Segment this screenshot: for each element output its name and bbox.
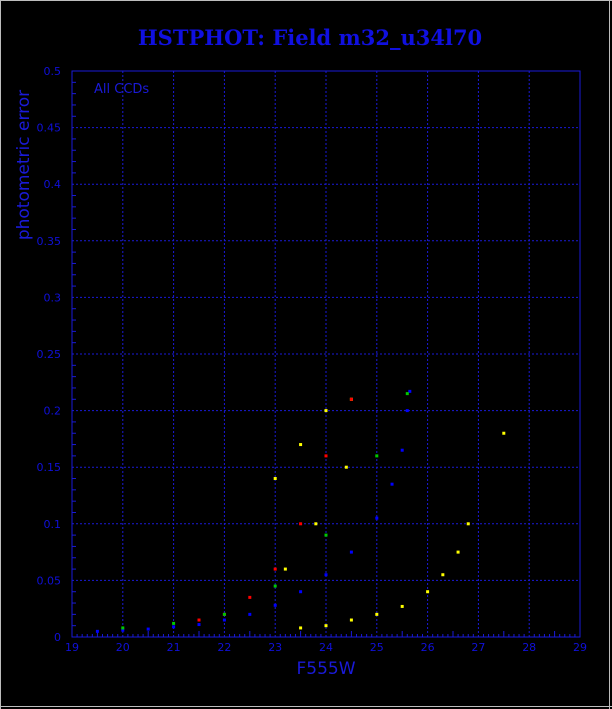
- data-point: [146, 627, 150, 631]
- data-point: [405, 409, 409, 413]
- x-tick-label: 25: [370, 641, 384, 654]
- data-point: [375, 454, 379, 458]
- y-tick-label: 0.5: [44, 65, 62, 78]
- data-point: [426, 590, 430, 594]
- y-tick-label: 0.35: [37, 235, 62, 248]
- grid: [71, 70, 581, 638]
- x-tick-label: 22: [217, 641, 231, 654]
- annotation-all-ccds: All CCDs: [94, 82, 149, 97]
- data-point: [324, 454, 328, 458]
- data-point: [466, 522, 470, 526]
- data-point: [441, 573, 445, 577]
- data-points: [95, 389, 506, 633]
- data-point: [400, 448, 404, 452]
- series: [95, 389, 412, 633]
- window-right-border: [609, 0, 610, 709]
- x-axis-label: F555W: [296, 659, 355, 679]
- data-point: [222, 612, 226, 616]
- y-tick-labels: 0 0.05 0.1 0.15 0.2 0.25 0.3 0.35 0.4 0.45 0.5: [37, 65, 62, 644]
- data-point: [299, 443, 303, 447]
- data-point: [375, 612, 379, 616]
- data-point: [408, 389, 412, 393]
- window-top-border: [0, 0, 612, 1]
- x-tick-label: 29: [573, 641, 587, 654]
- data-point: [248, 595, 252, 599]
- data-point: [273, 584, 277, 588]
- data-point: [197, 618, 201, 622]
- data-point: [172, 625, 176, 629]
- data-point: [400, 604, 404, 608]
- x-tick-label: 23: [268, 641, 282, 654]
- y-axis-label: photometric error: [14, 90, 34, 240]
- data-point: [349, 550, 353, 554]
- x-tick-label: 20: [116, 641, 130, 654]
- x-tick-label: 21: [167, 641, 181, 654]
- y-tick-label: 0.15: [37, 461, 62, 474]
- window-bottom-border: [0, 706, 612, 707]
- data-point: [375, 516, 379, 520]
- y-tick-label: 0.05: [37, 574, 62, 587]
- y-tick-label: 0: [54, 631, 61, 644]
- data-point: [273, 603, 277, 607]
- data-point: [172, 621, 176, 625]
- data-point: [197, 623, 201, 627]
- data-point: [314, 522, 318, 526]
- y-tick-label: 0.45: [37, 122, 62, 135]
- x-tick-label: 28: [522, 641, 536, 654]
- data-point: [324, 573, 328, 577]
- y-tick-label: 0.25: [37, 348, 62, 361]
- data-point: [283, 567, 287, 571]
- data-point: [502, 431, 506, 435]
- data-point: [299, 626, 303, 630]
- data-point: [405, 392, 409, 396]
- series: [121, 392, 409, 630]
- series: [273, 397, 506, 630]
- data-point: [349, 397, 353, 401]
- window-left-border: [0, 0, 1, 709]
- data-point: [273, 567, 277, 571]
- chart-title: HSTPHOT: Field m32_u34l70: [138, 25, 482, 50]
- data-point: [121, 628, 125, 632]
- x-tick-label: 19: [65, 641, 79, 654]
- data-point: [299, 522, 303, 526]
- x-tick-label: 27: [471, 641, 485, 654]
- data-point: [95, 629, 99, 633]
- x-tick-label: 26: [421, 641, 435, 654]
- data-point: [390, 482, 394, 486]
- data-point: [349, 618, 353, 622]
- y-tick-label: 0.2: [44, 405, 62, 418]
- data-point: [222, 618, 226, 622]
- data-point: [344, 465, 348, 469]
- data-point: [273, 477, 277, 481]
- data-point: [456, 550, 460, 554]
- data-point: [299, 590, 303, 594]
- data-point: [324, 624, 328, 628]
- y-tick-label: 0.4: [44, 178, 62, 191]
- data-point: [324, 533, 328, 537]
- y-tick-label: 0.3: [44, 291, 62, 304]
- data-point: [324, 409, 328, 413]
- y-tick-label: 0.1: [44, 518, 62, 531]
- data-point: [248, 612, 252, 616]
- x-tick-label: 24: [319, 641, 333, 654]
- data-point: [121, 626, 125, 630]
- x-tick-labels: 19 20 21 22 23 24 25 26 27 28 29: [65, 641, 587, 654]
